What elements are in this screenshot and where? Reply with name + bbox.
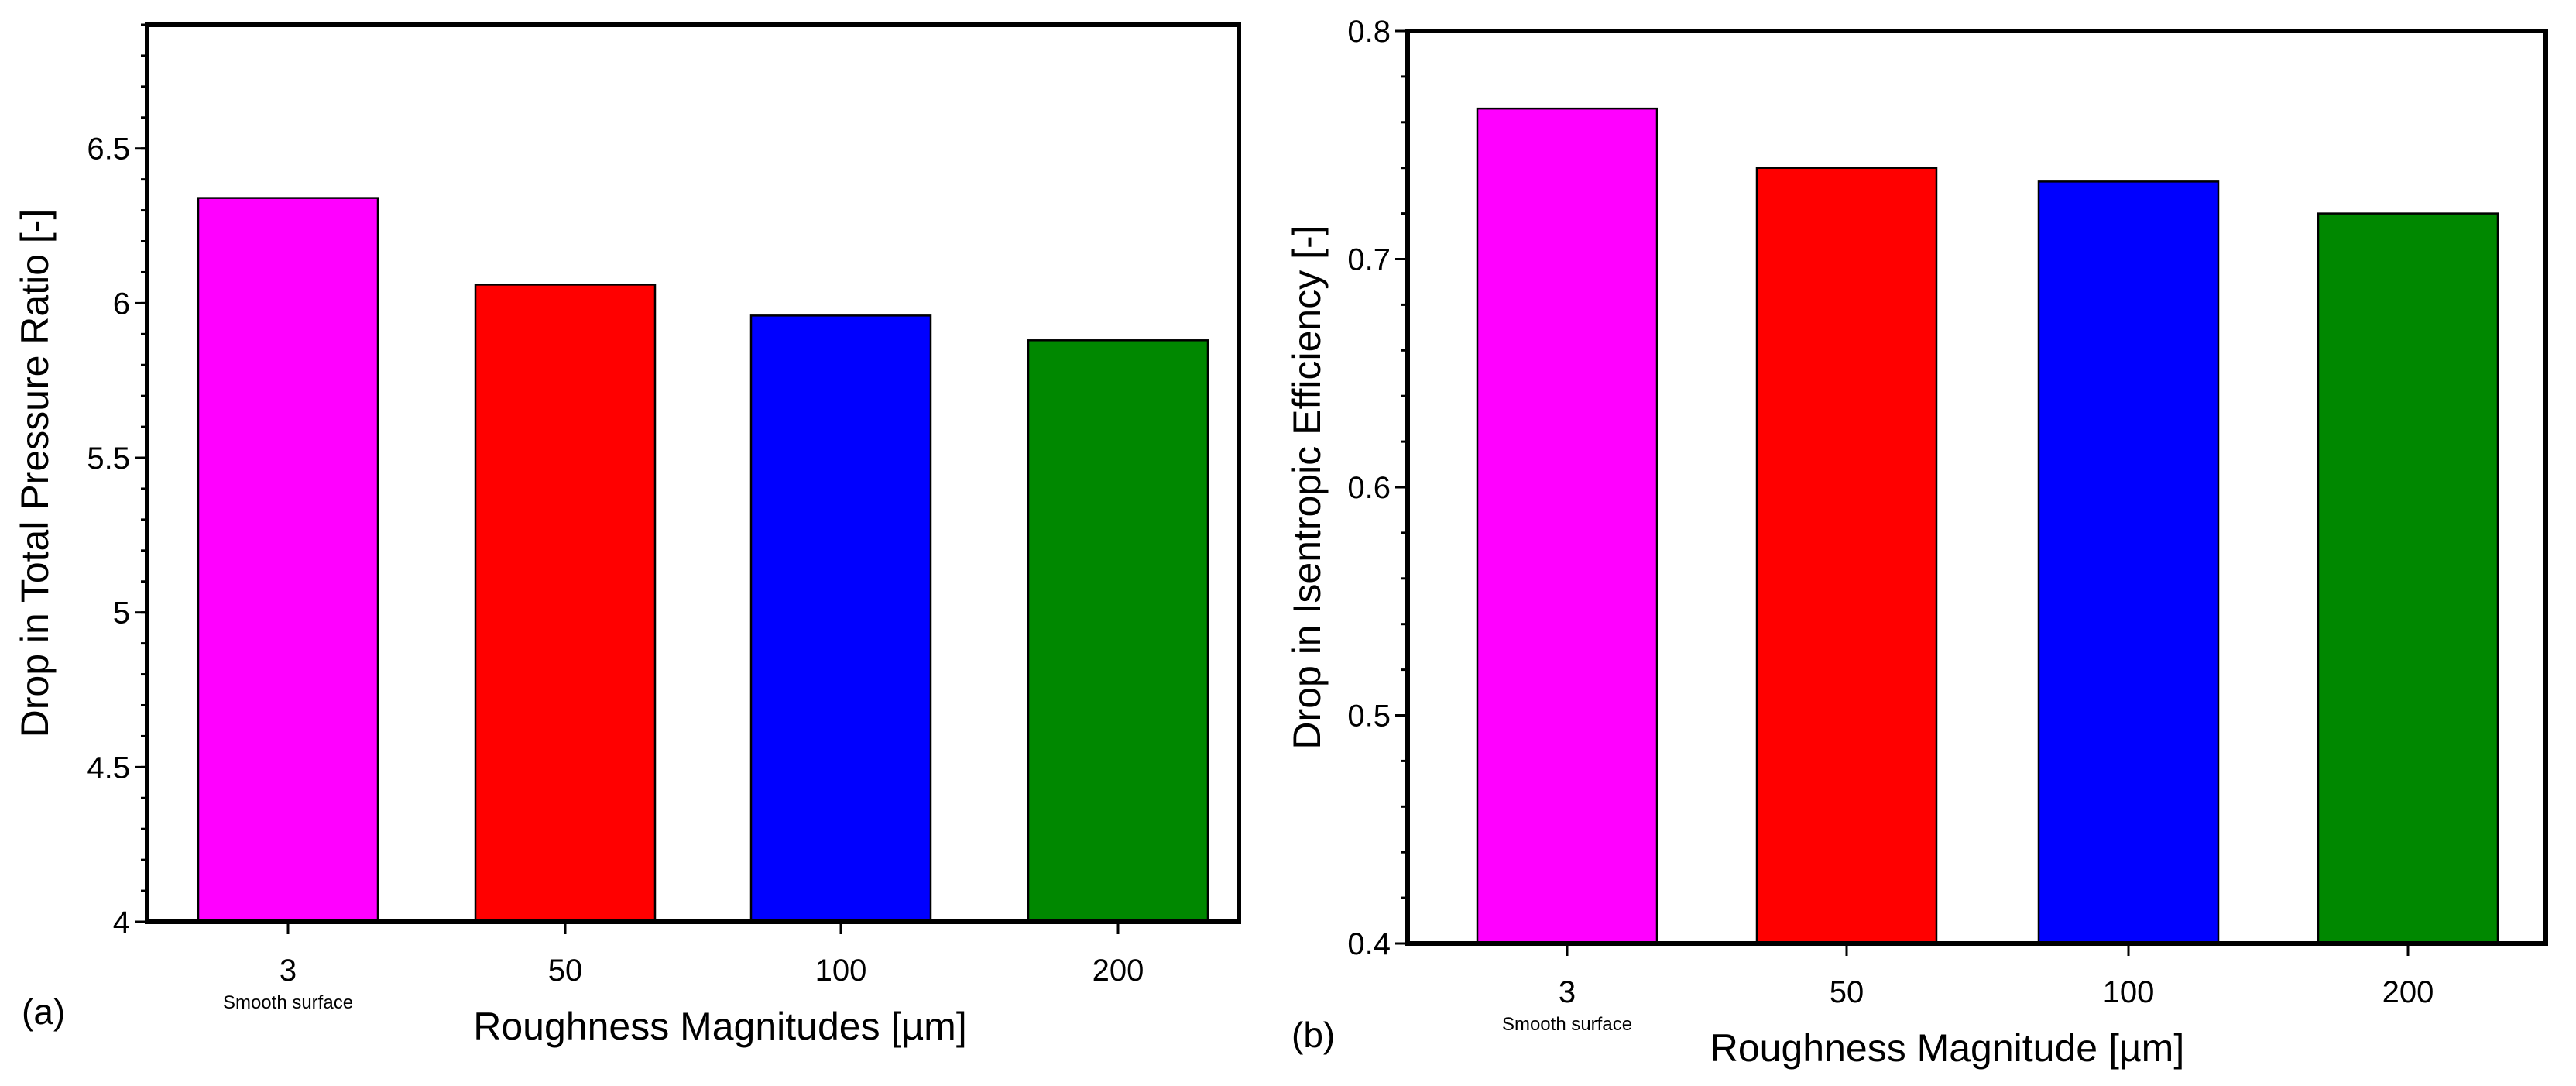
y-tick-label-a: 5: [113, 596, 130, 631]
x-tick-label-b-3: 3: [1559, 975, 1576, 1009]
y-tick-label-b: 0.7: [1347, 243, 1391, 277]
y-tick-label-a: 4: [113, 906, 130, 940]
x-axis-title-b: Roughness Magnitude [µm]: [1710, 1026, 2184, 1070]
y-tick-label-a: 6.5: [87, 132, 130, 167]
x-tick-label-b-50: 50: [1830, 975, 1864, 1009]
y-tick-label-b: 0.8: [1347, 15, 1391, 49]
panel-label-b: (b): [1291, 1015, 1335, 1055]
panel-label-a: (a): [22, 991, 65, 1032]
x-tick-sublabel-b: Smooth surface: [1502, 1014, 1632, 1035]
y-tick-label-b: 0.5: [1347, 699, 1391, 734]
chart-panel-a: 4 4.5 5 5.5 6 6.5 3 Smooth surface 50 100 200 Dro…: [13, 22, 1241, 1048]
bar-b-100: [2037, 180, 2220, 945]
bar-a-50: [474, 284, 657, 923]
x-axis-title-a: Roughness Magnitudes [µm]: [473, 1005, 966, 1048]
y-tick-label-a: 4.5: [87, 751, 130, 785]
bar-a-200: [1027, 339, 1209, 923]
y-axis-title-b: Drop in Isentropic Efficiency [-]: [1285, 225, 1329, 749]
x-tick-label-a-100: 100: [815, 954, 867, 988]
y-tick-label-a: 6: [113, 287, 130, 321]
bar-b-200: [2317, 212, 2499, 945]
y-tick-label-b: 0.6: [1347, 471, 1391, 505]
x-tick-label-a-3: 3: [280, 954, 297, 988]
y-axis-title-a: Drop in Total Pressure Ratio [-]: [13, 209, 57, 738]
bar-a-100: [749, 314, 932, 923]
x-tick-label-b-100: 100: [2103, 975, 2155, 1009]
bar-b-50: [1755, 167, 1938, 945]
x-tick-label-a-200: 200: [1092, 954, 1144, 988]
y-tick-label-b: 0.4: [1347, 927, 1391, 961]
bar-a-3: [197, 197, 379, 923]
x-tick-label-a-50: 50: [548, 954, 583, 988]
x-tick-label-b-200: 200: [2382, 975, 2434, 1009]
plot-frame-a: [145, 22, 1241, 924]
bar-b-3: [1476, 107, 1658, 945]
y-tick-label-a: 5.5: [87, 442, 130, 476]
x-tick-sublabel-a: Smooth surface: [223, 992, 353, 1013]
